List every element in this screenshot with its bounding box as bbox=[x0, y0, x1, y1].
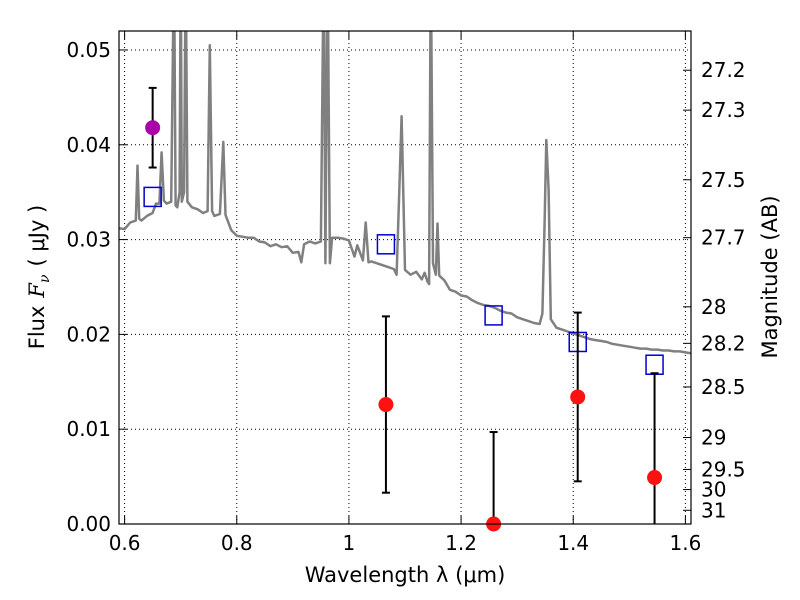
y-tick-label: 0.01 bbox=[66, 417, 111, 441]
x-tick-label: 1.4 bbox=[557, 531, 589, 555]
x-tick-label: 0.6 bbox=[109, 531, 141, 555]
mag-tick-label: 29 bbox=[701, 426, 726, 450]
mag-tick-label: 31 bbox=[701, 498, 726, 522]
mag-tick-label: 28.5 bbox=[701, 375, 746, 399]
mag-tick-label: 27.5 bbox=[701, 168, 746, 192]
mag-tick-label: 27.3 bbox=[701, 98, 746, 122]
y-axis-label-prefix: Flux bbox=[25, 306, 49, 350]
observed-flux-point bbox=[647, 470, 663, 486]
y-tick-label: 0.00 bbox=[66, 512, 111, 536]
y-tick-label: 0.05 bbox=[66, 38, 111, 62]
x-tick-label: 1.6 bbox=[669, 531, 701, 555]
mag-tick-label: 27.2 bbox=[701, 58, 746, 82]
y-axis-label: Flux Fν ( μJy ) bbox=[25, 205, 53, 349]
y-axis-label-units: ( μJy ) bbox=[25, 205, 49, 267]
x-tick-label: 1 bbox=[343, 531, 356, 555]
mag-tick-label: 28 bbox=[701, 295, 726, 319]
plot-series bbox=[119, 31, 691, 355]
y-tick-label: 0.02 bbox=[66, 322, 111, 346]
y-axis-label-subscript: ν bbox=[37, 274, 53, 283]
x-axis-label: Wavelength λ (μm) bbox=[305, 563, 506, 587]
model-photometry-square bbox=[484, 305, 503, 326]
y-tick-label: 0.03 bbox=[66, 228, 111, 252]
y-tick-label: 0.04 bbox=[66, 133, 111, 157]
model-photometry-square bbox=[376, 234, 396, 255]
observed-flux-point bbox=[378, 397, 394, 413]
model-photometry-square bbox=[143, 186, 162, 208]
mag-tick-label: 29.5 bbox=[701, 457, 746, 481]
y-axis-label-symbol: F bbox=[25, 282, 49, 299]
mag-tick-label: 30 bbox=[701, 478, 726, 502]
mag-tick-label: 27.7 bbox=[701, 226, 746, 250]
x-tick-label: 1.2 bbox=[445, 531, 477, 555]
spectrum-line bbox=[119, 31, 691, 355]
x-tick-label: 0.8 bbox=[221, 531, 253, 555]
observed-flux-point bbox=[570, 389, 586, 405]
mag-tick-label: 28.2 bbox=[701, 331, 746, 355]
right-axis-label: Magnitude (AB) bbox=[758, 195, 782, 358]
data-markers bbox=[143, 86, 664, 532]
observed-flux-point bbox=[145, 120, 161, 136]
plot-frame bbox=[118, 30, 692, 525]
axis-ticks: 0.6 0.8 1 1.2 1.4 1.6 0.00 0.01 0.02 0.03 0.04 0.05… bbox=[66, 31, 746, 555]
plot-area bbox=[119, 31, 691, 524]
